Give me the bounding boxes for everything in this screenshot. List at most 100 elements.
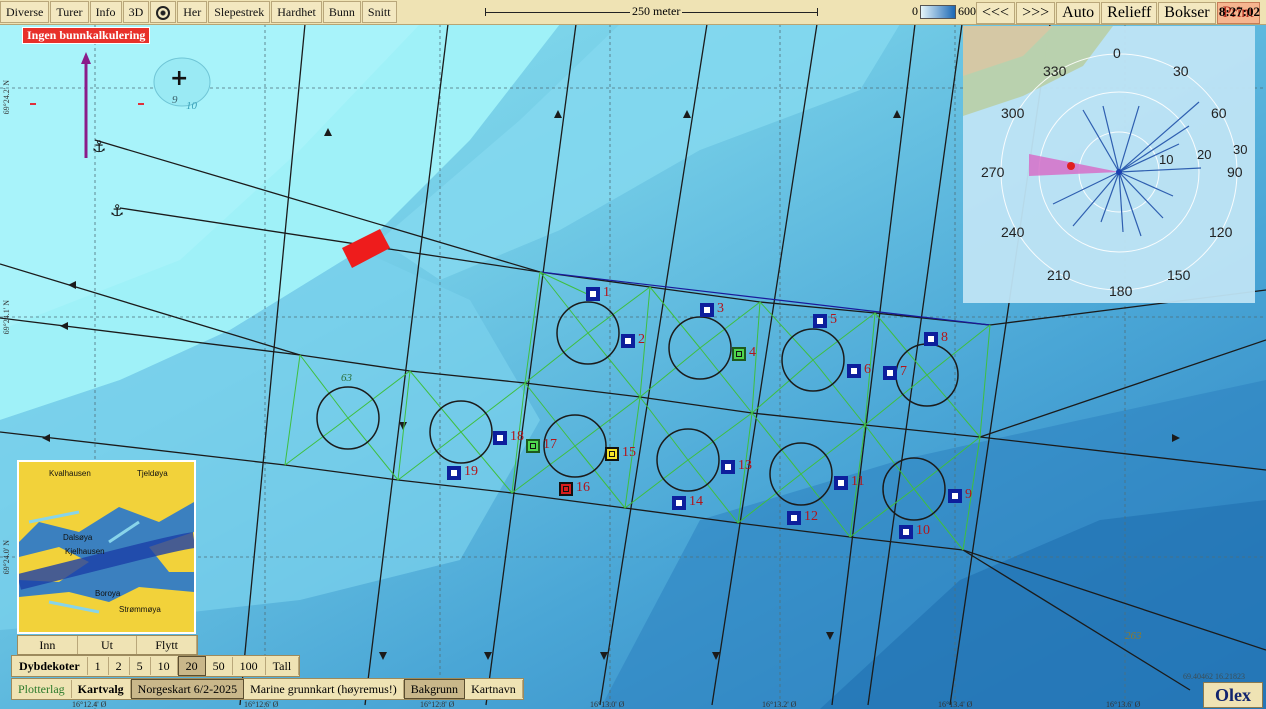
- lon-label: 16°13.6' Ø: [1106, 700, 1141, 709]
- waypoint-marker-center: [903, 529, 909, 535]
- depth-label: 63: [341, 372, 352, 384]
- lon-label: 16°12.4' Ø: [72, 700, 107, 709]
- lon-label: 16°13.2' Ø: [762, 700, 797, 709]
- waypoint-label: 2: [638, 332, 645, 347]
- back-button[interactable]: <<<: [976, 2, 1016, 24]
- map-option-norgeskart[interactable]: Norgeskart 6/2-2025: [130, 679, 245, 699]
- red-object[interactable]: [342, 229, 390, 268]
- relieff-button[interactable]: Relieff: [1101, 2, 1158, 24]
- overview-place-name: Strømmøya: [119, 605, 161, 614]
- zoom-in-button[interactable]: Inn: [18, 636, 78, 654]
- map-option-marine[interactable]: Marine grunnkart (høyremus!): [244, 680, 404, 698]
- waypoint-marker[interactable]: [526, 439, 540, 453]
- map-option-bakgrunn[interactable]: Bakgrunn: [403, 679, 466, 699]
- depth-contour-option-selected[interactable]: 20: [177, 656, 206, 676]
- waypoint-marker[interactable]: [621, 334, 635, 348]
- sonar-angle-label: 90: [1227, 164, 1243, 180]
- waypoint-marker[interactable]: [834, 476, 848, 490]
- menu-diverse[interactable]: Diverse: [0, 1, 50, 23]
- waypoint-label: 3: [717, 301, 724, 316]
- depth-contour-option[interactable]: 5: [130, 657, 151, 675]
- waypoint-marker[interactable]: [586, 287, 600, 301]
- plotterlag-button[interactable]: Plotterlag: [12, 680, 72, 698]
- menu-her[interactable]: Her: [177, 1, 208, 23]
- sonar-angle-label: 210: [1047, 267, 1071, 283]
- overview-land: [19, 462, 194, 542]
- heading-arrow-head: [81, 52, 91, 64]
- depth-contour-option[interactable]: Tall: [266, 657, 300, 675]
- waypoint-marker[interactable]: [447, 466, 461, 480]
- waypoint-marker-center: [952, 493, 958, 499]
- waypoint-label: 17: [543, 437, 557, 452]
- map-option-kartnavn[interactable]: Kartnavn: [465, 680, 523, 698]
- waypoint-marker[interactable]: [883, 366, 897, 380]
- menu-slepestrek[interactable]: Slepestrek: [208, 1, 271, 23]
- sonar-range-label: 20: [1197, 147, 1211, 162]
- waypoint-marker[interactable]: [787, 511, 801, 525]
- sonar-range-label: 10: [1159, 152, 1173, 167]
- sonar-angle-label: 0: [1113, 45, 1121, 61]
- overview-land: [19, 587, 194, 632]
- overview-map[interactable]: Kvalhausen Tjeldøya Dalsøya Kjelhausen B…: [17, 460, 196, 634]
- waypoint-marker[interactable]: [847, 364, 861, 378]
- coord-readout: 69.40462 16.21823: [1183, 672, 1245, 681]
- depth-max: 600: [958, 4, 976, 18]
- waypoint-marker[interactable]: [721, 460, 735, 474]
- depth-color-scale[interactable]: 0 600: [912, 4, 976, 19]
- waypoint-marker-center: [625, 338, 631, 344]
- menu-snitt[interactable]: Snitt: [361, 1, 397, 23]
- sonar-angle-label: 120: [1209, 224, 1233, 240]
- sonar-vessel: [1067, 162, 1075, 170]
- move-button[interactable]: Flytt: [137, 636, 198, 654]
- depth-contour-option[interactable]: 10: [151, 657, 178, 675]
- lat-label: 69°24.1' N: [2, 300, 11, 335]
- anchor-icon: ⚓: [110, 201, 124, 220]
- waypoint-label: 1: [603, 285, 610, 300]
- waypoint-marker-center: [704, 307, 710, 313]
- waypoint-marker[interactable]: [732, 347, 746, 361]
- waypoint-marker[interactable]: [559, 482, 573, 496]
- sonar-angle-label: 270: [981, 164, 1005, 180]
- waypoint-label: 13: [738, 458, 752, 473]
- waypoint-marker-center: [676, 500, 682, 506]
- depth-contour-option[interactable]: 50: [206, 657, 233, 675]
- depth-contour-option[interactable]: 2: [109, 657, 130, 675]
- waypoint-marker-center: [563, 486, 569, 492]
- waypoint-marker[interactable]: [813, 314, 827, 328]
- sonar-angle-label: 240: [1001, 224, 1025, 240]
- sonar-angle-label: 330: [1043, 63, 1067, 79]
- waypoint-marker[interactable]: [672, 496, 686, 510]
- overview-place-name: Kvalhausen: [49, 469, 91, 478]
- waypoint-marker[interactable]: [493, 431, 507, 445]
- depth-gradient: [920, 4, 956, 19]
- waypoint-label: 16: [576, 480, 590, 495]
- menu-hardhet[interactable]: Hardhet: [271, 1, 322, 23]
- print-button[interactable]: Print: [1216, 2, 1260, 24]
- menu-info[interactable]: Info: [89, 1, 122, 23]
- waypoint-marker[interactable]: [948, 489, 962, 503]
- auto-button[interactable]: Auto: [1056, 2, 1101, 24]
- scale-tick: [817, 8, 818, 16]
- depth-contour-option[interactable]: 1: [88, 657, 109, 675]
- sonar-center: [1116, 169, 1122, 175]
- menu-bunn[interactable]: Bunn: [322, 1, 361, 23]
- waypoint-marker[interactable]: [899, 525, 913, 539]
- bokser-button[interactable]: Bokser: [1158, 2, 1216, 24]
- depth-label: 9: [172, 94, 178, 106]
- shoal-contour: [153, 57, 211, 107]
- lon-label: 16°13.4' Ø: [938, 700, 973, 709]
- waypoint-marker[interactable]: [700, 303, 714, 317]
- zoom-out-button[interactable]: Ut: [78, 636, 138, 654]
- waypoint-label: 6: [864, 362, 871, 377]
- waypoint-marker-center: [725, 464, 731, 470]
- forward-button[interactable]: >>>: [1016, 2, 1056, 24]
- sonar-panel[interactable]: 0 30 60 90 120 150 180 210 240 270 300 3…: [963, 26, 1255, 303]
- target-button[interactable]: [150, 1, 177, 23]
- sonar-range-label: 30: [1233, 142, 1247, 157]
- depth-contour-option[interactable]: 100: [233, 657, 266, 675]
- waypoint-marker-center: [590, 291, 596, 297]
- menu-3d[interactable]: 3D: [122, 1, 150, 23]
- waypoint-marker[interactable]: [605, 447, 619, 461]
- menu-turer[interactable]: Turer: [50, 1, 89, 23]
- waypoint-marker[interactable]: [924, 332, 938, 346]
